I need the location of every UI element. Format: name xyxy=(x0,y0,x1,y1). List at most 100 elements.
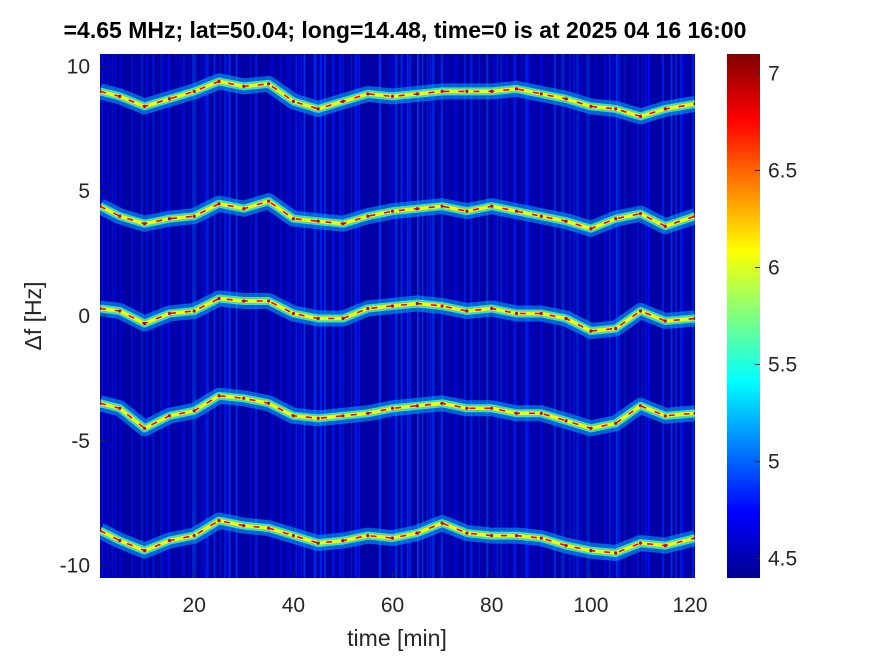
noise-column xyxy=(237,54,239,578)
trace-point xyxy=(390,209,395,213)
x-tick-label: 120 xyxy=(673,594,708,617)
noise-column xyxy=(400,54,403,578)
trace-point xyxy=(341,414,345,418)
trace-point xyxy=(564,219,568,223)
noise-column xyxy=(586,54,589,578)
noise-column xyxy=(440,54,443,578)
trace-point xyxy=(390,406,395,410)
trace-point xyxy=(267,82,271,86)
trace-point xyxy=(341,222,345,226)
trace-point xyxy=(614,551,618,555)
trace-point xyxy=(589,426,593,430)
trace-point xyxy=(291,217,295,221)
trace-point xyxy=(415,301,419,306)
trace-point xyxy=(267,401,271,405)
noise-column xyxy=(422,54,424,578)
trace-point xyxy=(242,396,246,400)
trace-point xyxy=(100,401,102,405)
noise-column xyxy=(407,54,410,578)
trace-point xyxy=(415,207,419,211)
noise-column xyxy=(228,54,231,578)
noise-column xyxy=(378,54,381,578)
colorbar-tick-label: 6 xyxy=(768,256,780,279)
colorbar-tick-label: 6.5 xyxy=(768,159,797,182)
noise-column xyxy=(432,54,435,578)
trace-point xyxy=(514,87,519,91)
trace-point xyxy=(638,541,643,545)
trace-5 xyxy=(100,512,695,561)
trace-point xyxy=(693,316,695,321)
trace-point xyxy=(192,214,196,218)
trace-point xyxy=(614,107,618,111)
trace-point xyxy=(663,224,667,228)
trace-point xyxy=(217,519,221,523)
colorbar-tick-label: 5 xyxy=(768,451,780,474)
plot-area xyxy=(100,54,695,578)
trace-point xyxy=(490,534,494,538)
trace-point xyxy=(490,406,494,410)
trace-point xyxy=(539,92,543,96)
trace-point xyxy=(490,306,494,311)
x-tick-label: 40 xyxy=(282,594,305,617)
trace-point xyxy=(291,534,295,538)
noise-column xyxy=(615,54,617,578)
trace-point xyxy=(143,222,147,226)
trace-point xyxy=(100,89,102,93)
noise-column xyxy=(611,54,614,578)
trace-point xyxy=(143,104,147,108)
trace-point xyxy=(490,89,494,93)
colorbar-tick-label: 5.5 xyxy=(768,354,797,377)
trace-point xyxy=(217,296,221,301)
trace-point xyxy=(465,406,469,410)
trace-point xyxy=(316,107,320,111)
trace-point xyxy=(341,539,345,543)
trace-4 xyxy=(100,387,695,437)
noise-column xyxy=(378,54,381,578)
trace-point xyxy=(539,411,543,415)
noise-column xyxy=(203,54,205,578)
noise-column xyxy=(214,54,216,578)
trace-point xyxy=(564,544,568,548)
trace-point xyxy=(100,306,102,311)
trace-point xyxy=(614,421,618,425)
trace-point xyxy=(366,534,370,538)
trace-point xyxy=(514,209,519,213)
trace-point xyxy=(167,414,171,418)
trace-point xyxy=(390,94,395,98)
trace-point xyxy=(514,534,519,538)
trace-point xyxy=(539,311,543,316)
trace-point xyxy=(440,521,444,525)
noise-column xyxy=(416,54,420,578)
trace-point xyxy=(514,411,519,415)
trace-point xyxy=(143,549,147,553)
trace-point xyxy=(143,426,147,430)
trace-point xyxy=(589,329,593,333)
colorbar-gradient xyxy=(727,54,760,578)
trace-point xyxy=(267,526,271,530)
trace-point xyxy=(638,309,643,313)
trace-point xyxy=(589,104,593,108)
noise-column xyxy=(588,54,590,578)
trace-point xyxy=(415,531,419,535)
trace-point xyxy=(167,217,171,221)
trace-point xyxy=(316,219,320,223)
trace-point xyxy=(316,416,320,420)
trace-3 xyxy=(100,290,695,339)
y-axis-label: Δf [Hz] xyxy=(20,281,46,350)
x-axis: 20 40 60 80 100 120 xyxy=(183,572,708,617)
noise-column xyxy=(250,54,252,578)
trace-point xyxy=(465,89,469,93)
trace-point xyxy=(663,107,667,111)
noise-column xyxy=(235,54,238,578)
trace-point xyxy=(192,309,196,313)
trace-point xyxy=(663,544,667,548)
noise-column xyxy=(219,54,222,578)
trace-point xyxy=(316,316,320,321)
trace-point xyxy=(217,79,221,83)
noise-column xyxy=(227,54,230,578)
trace-point xyxy=(217,394,221,398)
noise-column xyxy=(440,54,442,578)
trace-point xyxy=(192,534,196,538)
trace-point xyxy=(291,311,295,316)
